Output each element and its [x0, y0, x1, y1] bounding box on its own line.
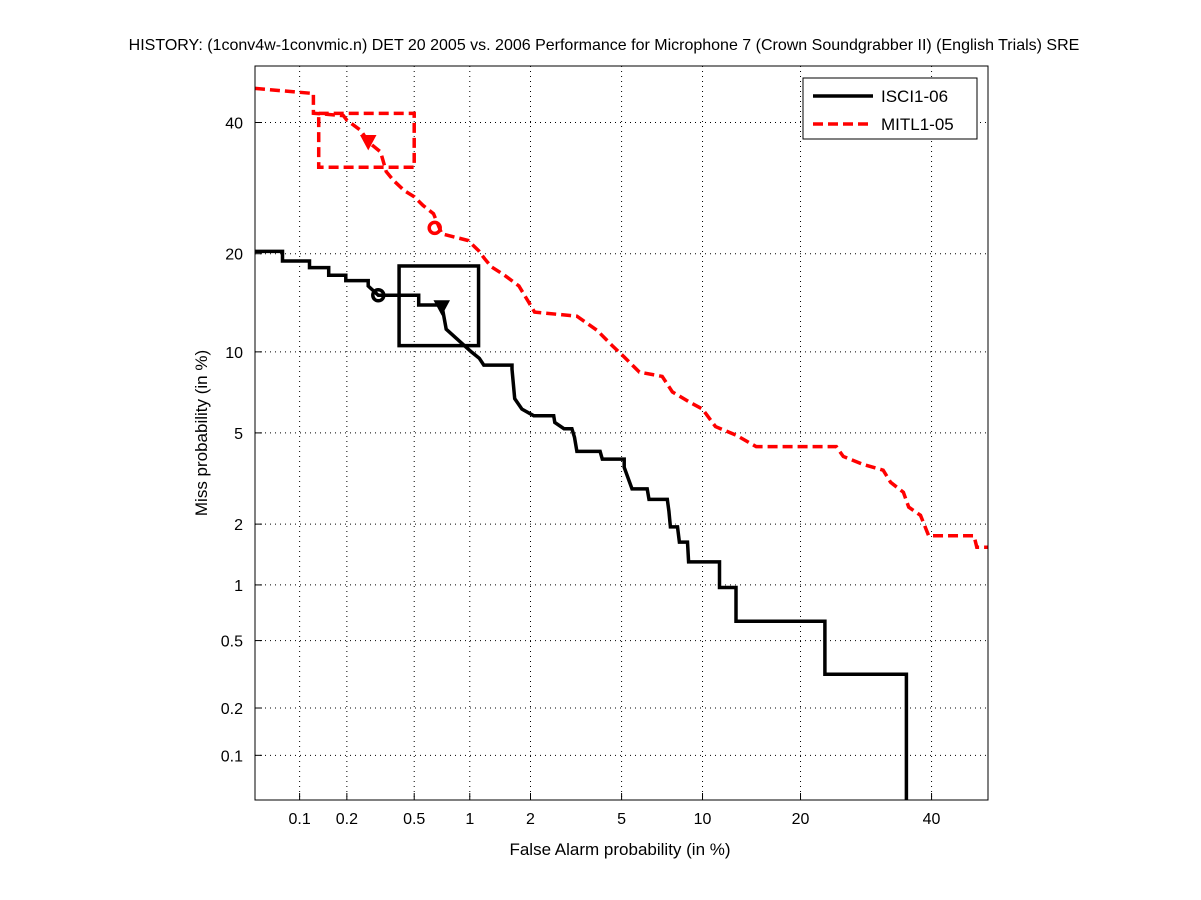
y-tick-label: 1	[234, 578, 243, 595]
y-tick-label: 0.2	[221, 701, 243, 718]
confidence-box-mitl1-05	[316, 111, 416, 169]
x-tick-label: 0.2	[336, 811, 358, 828]
legend-label-isci: ISCI1-06	[881, 87, 948, 106]
axes-box	[254, 65, 989, 801]
legend-box	[802, 77, 978, 140]
x-tick-label: 1	[465, 811, 474, 828]
actual-dcf-marker-isci1-06	[433, 300, 451, 316]
y-axis-label: Miss probability (in %)	[192, 350, 211, 516]
x-tick-label: 0.5	[403, 811, 425, 828]
min-dcf-marker-isci1-06	[371, 288, 386, 303]
actual-dcf-marker-mitl1-05	[359, 135, 377, 151]
x-tick-label: 20	[792, 811, 810, 828]
x-tick-label: 10	[694, 811, 712, 828]
x-tick-label: 5	[617, 811, 626, 828]
confidence-box-isci1-06	[397, 264, 481, 348]
y-tick-label: 40	[225, 116, 243, 133]
y-tick-label: 0.5	[221, 634, 243, 651]
legend: ISCI1-06 MITL1-05	[802, 77, 978, 140]
x-tick-label: 0.1	[288, 811, 310, 828]
det-curve-mitl1-05	[254, 86, 988, 549]
y-tick-label: 2	[234, 517, 243, 534]
x-tick-label: 40	[923, 811, 941, 828]
x-axis-label: False Alarm probability (in %)	[509, 840, 730, 859]
y-tick-label: 20	[225, 247, 243, 264]
plot-series	[254, 86, 988, 800]
legend-label-mitl: MITL1-05	[881, 115, 954, 134]
y-tick-label: 5	[234, 426, 243, 443]
grid	[255, 66, 988, 800]
y-tick-label: 0.1	[221, 748, 243, 765]
x-tick-label: 2	[526, 811, 535, 828]
chart-title: HISTORY: (1conv4w-1convmic.n) DET 20 200…	[129, 37, 1080, 54]
ticks: 0.1 0.2 0.5 1 2 5 10 20 40 0.1 0.2 0.5 1 2 5 10 20 40	[221, 116, 941, 828]
y-tick-label: 10	[225, 345, 243, 362]
det-curve-isci1-06	[255, 249, 909, 800]
min-dcf-marker-mitl1-05	[427, 220, 442, 236]
